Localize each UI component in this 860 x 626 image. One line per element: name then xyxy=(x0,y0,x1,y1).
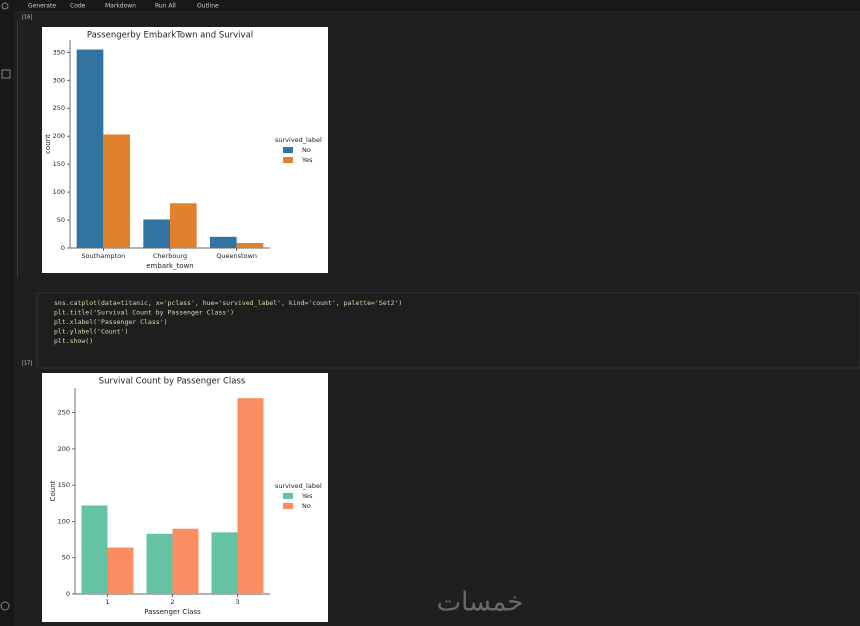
y-tick-label: 150 xyxy=(58,481,70,489)
legend-label: Yes xyxy=(301,156,313,164)
x-tick-label: Queenstown xyxy=(216,252,257,260)
x-axis-label: embark_town xyxy=(146,262,193,270)
y-tick-label: 250 xyxy=(58,409,70,417)
code-cell[interactable] xyxy=(36,292,860,369)
legend-label: No xyxy=(302,146,311,154)
bar xyxy=(172,528,199,594)
legend-swatch xyxy=(283,157,293,163)
code-line: sns.catplot(data=titanic, x='pclass', hu… xyxy=(54,299,402,307)
y-tick-label: 200 xyxy=(58,445,70,453)
y-tick-label: 0 xyxy=(66,590,70,598)
legend-title: survived_label xyxy=(275,482,322,490)
y-tick-label: 250 xyxy=(53,104,65,112)
y-axis-label: count xyxy=(44,134,52,154)
legend-swatch xyxy=(283,147,293,153)
legend-swatch xyxy=(283,493,293,499)
code-line: plt.title('Survival Count by Passenger C… xyxy=(54,309,234,317)
search-icon[interactable] xyxy=(1,2,9,10)
y-tick-label: 50 xyxy=(57,216,65,224)
toolbar-button[interactable]: Markdown xyxy=(105,3,136,10)
cell-bar xyxy=(17,22,18,278)
bar xyxy=(143,219,170,248)
bar xyxy=(76,49,104,249)
toolbar-button[interactable]: Run All xyxy=(155,3,176,10)
code-line: plt.ylabel('Count') xyxy=(54,328,128,336)
bar xyxy=(211,532,238,594)
bar xyxy=(81,505,108,594)
x-tick-label: 1 xyxy=(105,598,109,606)
legend-title: survived_label xyxy=(275,136,322,144)
bar xyxy=(107,547,134,594)
bar xyxy=(237,398,264,594)
extensions-icon[interactable] xyxy=(1,69,11,79)
toolbar-button[interactable]: Generate xyxy=(28,3,56,10)
cell-label: [17] xyxy=(22,361,32,367)
bar xyxy=(236,242,264,248)
watermark: خمسات xyxy=(437,588,524,618)
toolbar-button[interactable]: Outline xyxy=(197,3,219,10)
x-tick-label: Cherbourg xyxy=(153,252,187,260)
bar xyxy=(170,203,197,248)
chart-title: Survival Count by Passenger Class xyxy=(99,377,246,387)
y-tick-label: 0 xyxy=(61,244,65,252)
legend-label: No xyxy=(302,502,311,510)
y-tick-label: 100 xyxy=(53,188,65,196)
y-axis-label: Count xyxy=(49,480,57,501)
y-tick-label: 300 xyxy=(53,76,65,84)
toolbar-button[interactable]: Code xyxy=(70,3,86,10)
toolbar xyxy=(14,0,860,12)
y-tick-label: 350 xyxy=(53,48,65,56)
x-tick-label: Southampton xyxy=(81,252,125,260)
y-tick-label: 150 xyxy=(53,160,65,168)
x-tick-label: 2 xyxy=(170,598,174,606)
y-tick-label: 50 xyxy=(62,554,70,562)
code-line: plt.show() xyxy=(54,337,93,345)
cell-label: [16] xyxy=(22,15,32,21)
y-tick-label: 100 xyxy=(58,517,70,525)
account-icon[interactable] xyxy=(0,601,10,611)
chart-title: Passengerby EmbarkTown and Survival xyxy=(87,31,253,41)
legend-label: Yes xyxy=(301,492,313,500)
bar xyxy=(210,236,237,248)
bar xyxy=(103,134,130,248)
code-line: plt.xlabel('Passenger Class') xyxy=(54,318,168,326)
x-tick-label: 3 xyxy=(235,598,239,606)
y-tick-label: 200 xyxy=(53,132,65,140)
activity-bar xyxy=(0,0,14,626)
x-axis-label: Passenger Class xyxy=(144,608,201,616)
legend-swatch xyxy=(283,503,293,509)
bar xyxy=(146,533,173,594)
